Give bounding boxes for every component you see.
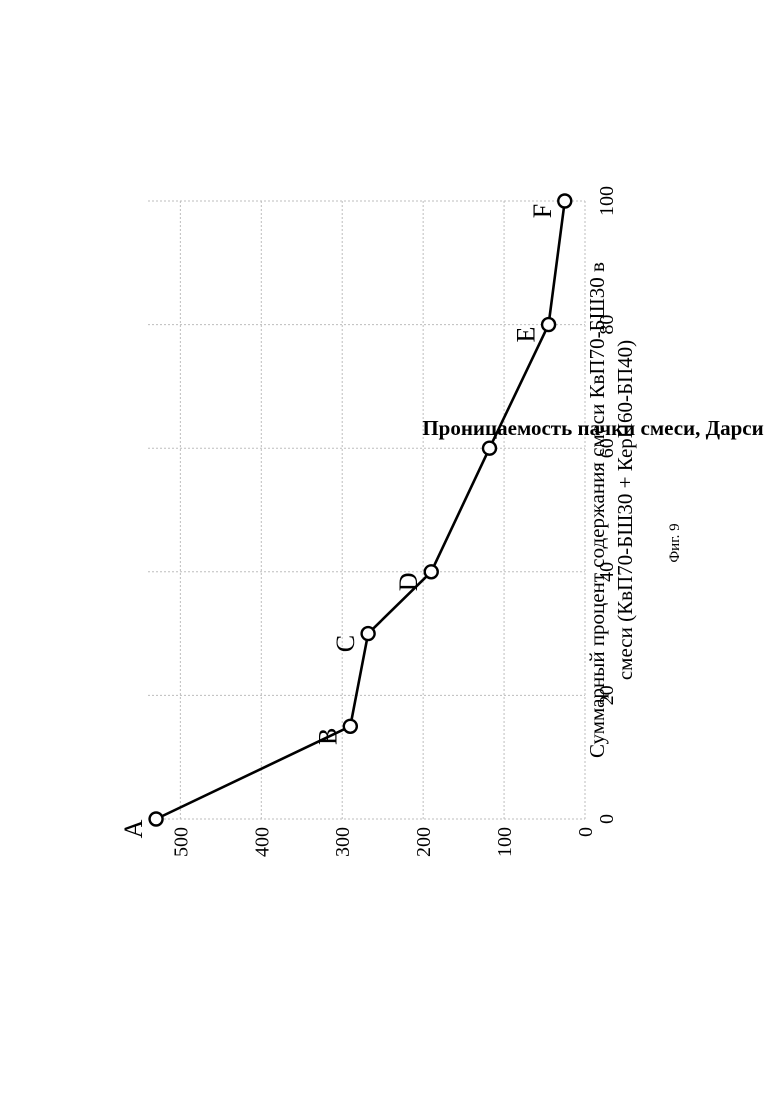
y-tick-label: 0 xyxy=(575,827,597,837)
point-label: B xyxy=(313,728,342,745)
x-axis-label-line-2: смеси (КвП70-БШ30 + КерП60-БП40) xyxy=(613,340,637,680)
x-tick-label: 100 xyxy=(596,186,618,216)
point-label: A xyxy=(119,819,148,838)
grid xyxy=(148,201,585,819)
y-tick-label: 100 xyxy=(494,827,516,857)
data-point xyxy=(150,813,163,826)
y-tick-label: 400 xyxy=(251,827,273,857)
data-point xyxy=(344,720,357,733)
series: A B C D E F xyxy=(119,195,571,839)
point-label: D xyxy=(394,572,423,591)
y-tick-label: 500 xyxy=(170,827,192,857)
axis-labels: Проницаемость пачки смеси, Дарси Суммарн… xyxy=(422,262,763,758)
data-point xyxy=(558,195,571,208)
x-axis-label-line-1: Суммарный процент содержания смеси КвП70… xyxy=(585,262,609,758)
data-point xyxy=(362,627,375,640)
axes: 0204060801000100200300400500 xyxy=(170,186,618,857)
point-label: F xyxy=(528,204,557,218)
x-tick-label: 0 xyxy=(596,814,618,824)
y-tick-label: 200 xyxy=(413,827,435,857)
series-line xyxy=(156,201,565,819)
point-label: E xyxy=(512,327,541,343)
data-point xyxy=(542,318,555,331)
figure-caption: Фиг. 9 xyxy=(667,523,683,562)
y-tick-label: 300 xyxy=(332,827,354,857)
data-point xyxy=(483,442,496,455)
point-label: C xyxy=(331,635,360,652)
data-point xyxy=(425,565,438,578)
